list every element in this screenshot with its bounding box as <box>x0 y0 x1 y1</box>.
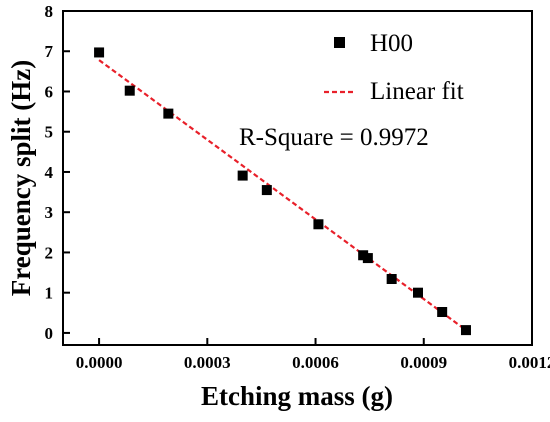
data-point-h00 <box>94 47 105 58</box>
legend: H00 Linear fit <box>324 30 464 105</box>
linear-fit-line <box>98 59 467 331</box>
y-tick-label: 4 <box>45 163 54 182</box>
data-point-h00 <box>163 108 174 119</box>
y-tick-label: 2 <box>45 243 54 262</box>
data-point-h00 <box>261 185 272 196</box>
x-tick-label: 0.0003 <box>184 353 231 372</box>
data-point-h00 <box>237 170 248 181</box>
data-point-h00 <box>386 274 397 285</box>
y-axis-title: Frequency split (Hz) <box>6 60 36 296</box>
y-tick-label: 5 <box>45 123 54 142</box>
data-point-h00 <box>124 85 135 96</box>
y-tick-label: 8 <box>45 2 54 21</box>
fit-line-layer <box>98 59 467 331</box>
y-tick-label: 0 <box>45 324 54 343</box>
x-axis-ticks: 0.0000 0.0003 0.0006 0.0009 0.0012 <box>76 338 550 372</box>
x-tick-label: 0.0006 <box>292 353 339 372</box>
legend-label-h00: H00 <box>370 30 413 57</box>
data-point-h00 <box>313 219 324 230</box>
y-axis-ticks: 0 1 2 3 4 5 6 7 8 <box>45 2 70 343</box>
y-tick-label: 7 <box>45 42 54 61</box>
legend-marker-h00 <box>334 37 345 48</box>
r-square-annotation: R-Square = 0.9972 <box>239 124 429 151</box>
y-tick-label: 6 <box>45 82 54 101</box>
plot-frame <box>62 10 533 346</box>
data-point-h00 <box>412 287 423 298</box>
x-tick-label: 0.0012 <box>509 353 550 372</box>
data-point-h00 <box>460 325 471 336</box>
data-point-h00 <box>362 253 373 264</box>
legend-label-linear-fit: Linear fit <box>370 78 464 105</box>
x-tick-label: 0.0009 <box>400 353 447 372</box>
x-tick-label: 0.0000 <box>76 353 123 372</box>
y-tick-label: 1 <box>45 284 54 303</box>
x-axis-title: Etching mass (g) <box>201 381 393 411</box>
data-points-layer <box>94 47 471 336</box>
data-point-h00 <box>437 307 448 318</box>
y-tick-label: 3 <box>45 203 54 222</box>
